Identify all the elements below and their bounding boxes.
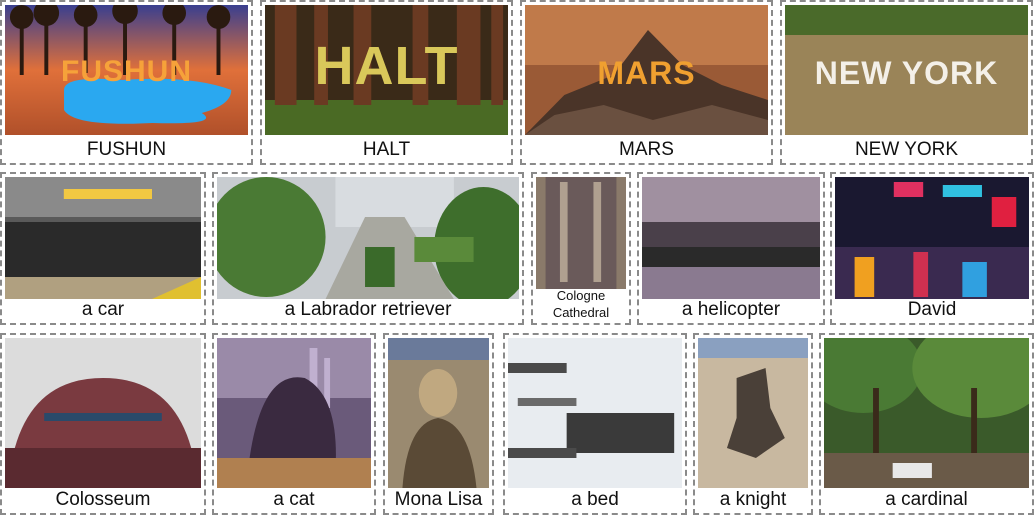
caption: Cologne Cathedral [533,287,629,323]
image-tile-a-cardinal: a cardinal [819,333,1034,515]
image-tile-labrador: a Labrador retriever [212,172,524,325]
scene-image [217,177,519,299]
caption: David [907,299,957,320]
caption: Colosseum [55,489,151,510]
overlay-text: HALT [314,36,459,96]
caption: a bed [571,489,619,510]
image-tile-a-helicopter: a helicopter [637,172,825,325]
caption: a cardinal [885,489,968,510]
scene-image: HALT [265,5,508,135]
image-tile-mona-lisa: Mona Lisa [383,333,494,515]
scene-image [5,338,201,488]
caption-line-1: Cologne [556,288,606,303]
image-tile-fushun: FUSHUN FUSHUN [0,0,253,165]
image-tile-a-knight: a knight [693,333,813,515]
image-tile-mars: MARS MARS [520,0,773,165]
scene-image: MARS [525,5,768,135]
overlay-text: MARS [597,55,696,91]
scene-image: NEW YORK [785,5,1028,135]
image-tile-david: David [830,172,1034,325]
scene-image [536,177,626,289]
scene-image [388,338,489,488]
image-tile-a-bed: a bed [503,333,687,515]
caption: Mona Lisa [394,489,483,510]
scene-image [824,338,1029,488]
caption: a knight [719,489,787,510]
caption: MARS [619,139,674,160]
scene-image [698,338,808,488]
scene-image [217,338,371,488]
overlay-text: FUSHUN [61,55,192,88]
image-tile-a-car: a car [0,172,206,325]
caption: FUSHUN [86,139,167,160]
caption: a car [81,299,125,320]
scene-image: FUSHUN [5,5,248,135]
caption: NEW YORK [854,139,959,160]
image-tile-colosseum: Colosseum [0,333,206,515]
scene-image [5,177,201,299]
caption: a helicopter [681,299,781,320]
image-tile-new-york: NEW YORK NEW YORK [780,0,1033,165]
image-tile-cologne-cathedral: Cologne Cathedral [531,172,631,325]
caption-line-2: Cathedral [552,305,610,320]
scene-image [642,177,820,299]
caption: HALT [362,139,411,160]
caption: a Labrador retriever [284,299,452,320]
scene-image [508,338,682,488]
image-tile-a-cat: a cat [212,333,376,515]
caption: a cat [273,489,315,510]
scene-image [835,177,1029,299]
overlay-text: NEW YORK [814,55,999,91]
image-tile-halt: HALT HALT [260,0,513,165]
